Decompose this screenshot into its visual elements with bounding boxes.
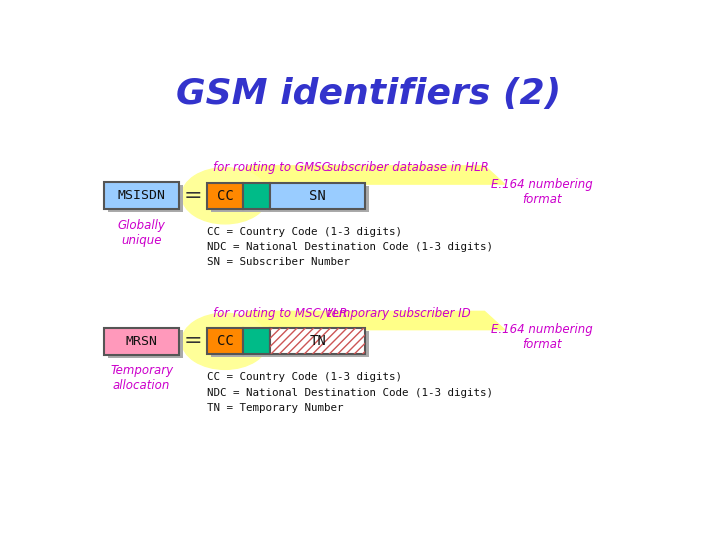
Text: Globally
unique: Globally unique	[117, 219, 166, 247]
Text: SN: SN	[310, 189, 326, 203]
Text: E.164 numbering
format: E.164 numbering format	[491, 323, 593, 351]
Text: CC = Country Code (1-3 digits)
NDC = National Destination Code (1-3 digits)
TN =: CC = Country Code (1-3 digits) NDC = Nat…	[207, 373, 493, 413]
FancyBboxPatch shape	[248, 186, 274, 212]
Text: CC = Country Code (1-3 digits)
NDC = National Destination Code (1-3 digits)
SN =: CC = Country Code (1-3 digits) NDC = Nat…	[207, 227, 493, 267]
FancyBboxPatch shape	[243, 328, 270, 354]
FancyBboxPatch shape	[270, 328, 365, 354]
FancyBboxPatch shape	[211, 332, 248, 357]
FancyBboxPatch shape	[207, 183, 243, 208]
Text: temporary subscriber ID: temporary subscriber ID	[327, 307, 471, 320]
Text: CC: CC	[217, 334, 234, 348]
FancyBboxPatch shape	[243, 183, 270, 208]
Text: =: =	[184, 186, 202, 206]
Text: MRSN: MRSN	[125, 335, 158, 348]
FancyBboxPatch shape	[207, 328, 243, 354]
Polygon shape	[228, 312, 505, 329]
FancyBboxPatch shape	[274, 332, 369, 357]
Text: subscriber database in HLR: subscriber database in HLR	[327, 161, 489, 174]
Text: =: =	[184, 332, 202, 352]
FancyBboxPatch shape	[108, 185, 183, 212]
Text: E.164 numbering
format: E.164 numbering format	[491, 178, 593, 206]
Ellipse shape	[181, 168, 269, 224]
Text: CC: CC	[217, 189, 234, 203]
Text: MSISDN: MSISDN	[117, 190, 166, 202]
Text: for routing to GMSC: for routing to GMSC	[213, 161, 330, 174]
FancyBboxPatch shape	[270, 183, 365, 208]
FancyBboxPatch shape	[104, 328, 179, 355]
FancyBboxPatch shape	[104, 182, 179, 210]
Text: GSM identifiers (2): GSM identifiers (2)	[176, 77, 562, 111]
FancyBboxPatch shape	[274, 186, 369, 212]
FancyBboxPatch shape	[211, 186, 248, 212]
Text: TN: TN	[310, 334, 326, 348]
Polygon shape	[228, 166, 505, 184]
Ellipse shape	[181, 313, 269, 369]
Text: Temporary
allocation: Temporary allocation	[110, 364, 174, 392]
Text: for routing to MSC/VLR: for routing to MSC/VLR	[213, 307, 347, 320]
FancyBboxPatch shape	[248, 332, 274, 357]
FancyBboxPatch shape	[108, 330, 183, 358]
